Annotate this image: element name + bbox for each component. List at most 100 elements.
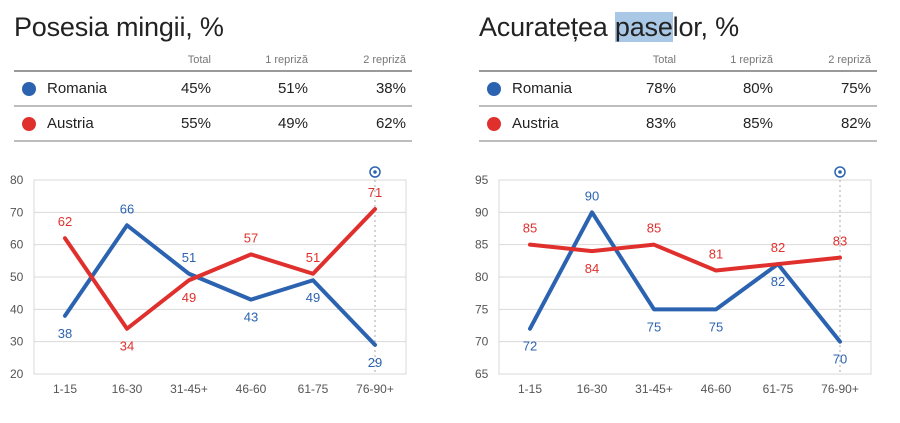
data-label: 70 bbox=[833, 352, 847, 367]
team-name: Austria bbox=[512, 115, 559, 132]
y-tick-label: 20 bbox=[10, 367, 24, 381]
value-half1: 49% bbox=[277, 115, 308, 132]
x-tick-label: 76-90+ bbox=[821, 382, 859, 396]
possession-stats-table: Total 1 repriză 2 repriză Romania 45% 51… bbox=[14, 50, 412, 142]
data-label: 85 bbox=[523, 221, 537, 236]
x-tick-label: 31-45+ bbox=[170, 382, 208, 396]
y-tick-label: 70 bbox=[10, 205, 24, 219]
value-half1: 51% bbox=[277, 80, 308, 97]
stats-header-row: Total 1 repriză 2 repriză bbox=[14, 50, 412, 72]
data-label: 34 bbox=[120, 339, 134, 354]
data-label: 57 bbox=[244, 230, 258, 245]
plot-border bbox=[498, 179, 872, 375]
x-tick-label: 1-15 bbox=[518, 382, 542, 396]
x-tick-label: 16-30 bbox=[577, 382, 608, 396]
y-tick-label: 70 bbox=[475, 335, 489, 349]
pass-accuracy-panel: Acuratețea paselor, % Total 1 repriză 2 … bbox=[475, 0, 899, 423]
y-tick-label: 40 bbox=[10, 302, 24, 316]
data-label: 51 bbox=[306, 250, 320, 265]
series-line-austria bbox=[528, 242, 842, 273]
data-label: 66 bbox=[120, 201, 134, 216]
data-label: 82 bbox=[771, 240, 785, 255]
value-half2: 75% bbox=[840, 80, 871, 97]
data-label: 75 bbox=[709, 319, 723, 334]
data-label: 84 bbox=[585, 261, 599, 276]
header-half2: 2 repriză bbox=[363, 54, 406, 66]
value-half2: 38% bbox=[375, 80, 406, 97]
stats-header-row: Total 1 repriză 2 repriză bbox=[479, 50, 877, 72]
data-label: 51 bbox=[182, 250, 196, 265]
table-row-austria: Austria 55% 49% 62% bbox=[14, 107, 412, 142]
possession-panel: Posesia mingii, % Total 1 repriză 2 repr… bbox=[10, 0, 434, 423]
value-half1: 85% bbox=[742, 115, 773, 132]
data-label: 83 bbox=[833, 234, 847, 249]
data-label: 85 bbox=[647, 221, 661, 236]
data-label: 75 bbox=[647, 319, 661, 334]
title-part: Acuratețea bbox=[479, 12, 615, 42]
data-label: 90 bbox=[585, 188, 599, 203]
value-half2: 82% bbox=[840, 115, 871, 132]
x-tick-label: 31-45+ bbox=[635, 382, 673, 396]
pass-accuracy-stats-table: Total 1 repriză 2 repriză Romania 78% 80… bbox=[479, 50, 877, 142]
y-tick-label: 85 bbox=[475, 238, 489, 252]
data-label: 82 bbox=[771, 274, 785, 289]
x-tick-label: 1-15 bbox=[53, 382, 77, 396]
x-tick-label: 46-60 bbox=[701, 382, 732, 396]
value-half1: 80% bbox=[742, 80, 773, 97]
y-tick-label: 65 bbox=[475, 367, 489, 381]
x-tick-label: 61-75 bbox=[298, 382, 329, 396]
table-row-austria: Austria 83% 85% 82% bbox=[479, 107, 877, 142]
data-label: 71 bbox=[368, 185, 382, 200]
y-tick-label: 80 bbox=[475, 270, 489, 284]
header-total: Total bbox=[652, 54, 676, 66]
x-tick-label: 76-90+ bbox=[356, 382, 394, 396]
data-label: 62 bbox=[58, 214, 72, 229]
header-half1: 1 repriză bbox=[265, 54, 308, 66]
panel-title: Posesia mingii, % bbox=[14, 12, 224, 42]
data-label: 38 bbox=[58, 326, 72, 341]
romania-legend-dot bbox=[22, 82, 36, 96]
x-tick-label: 61-75 bbox=[763, 382, 794, 396]
team-name: Austria bbox=[47, 115, 94, 132]
series-line-austria bbox=[63, 207, 377, 331]
x-tick-label: 46-60 bbox=[236, 382, 267, 396]
data-label: 81 bbox=[709, 247, 723, 262]
data-label: 43 bbox=[244, 310, 258, 325]
x-tick-label: 16-30 bbox=[112, 382, 143, 396]
header-half2: 2 repriză bbox=[828, 54, 871, 66]
team-name: Romania bbox=[47, 80, 108, 97]
data-label: 49 bbox=[306, 290, 320, 305]
panel-title: Acuratețea paselor, % bbox=[479, 12, 739, 43]
series-line-romania bbox=[528, 210, 842, 344]
data-label: 49 bbox=[182, 290, 196, 305]
table-row-romania: Romania 45% 51% 38% bbox=[14, 72, 412, 107]
series-line-romania bbox=[63, 223, 377, 347]
soccer-ball-icon-center bbox=[838, 170, 842, 174]
table-row-romania: Romania 78% 80% 75% bbox=[479, 72, 877, 107]
austria-legend-dot bbox=[487, 117, 501, 131]
value-half2: 62% bbox=[375, 115, 406, 132]
data-label: 29 bbox=[368, 355, 382, 370]
value-total: 78% bbox=[645, 80, 676, 97]
value-total: 83% bbox=[645, 115, 676, 132]
possession-line-chart: 20 30 40 50 60 70 80 1-15 16-30 31-45+ 46-60 61-75 7… bbox=[10, 166, 407, 396]
y-tick-label: 75 bbox=[475, 302, 489, 316]
team-name: Romania bbox=[512, 80, 573, 97]
title-highlight: pase bbox=[614, 12, 673, 42]
y-tick-label: 90 bbox=[475, 205, 489, 219]
title-part: lor, % bbox=[672, 12, 740, 42]
y-tick-label: 95 bbox=[475, 173, 489, 187]
value-total: 55% bbox=[180, 115, 211, 132]
y-tick-label: 60 bbox=[10, 238, 24, 252]
romania-legend-dot bbox=[487, 82, 501, 96]
y-tick-label: 50 bbox=[10, 270, 24, 284]
header-total: Total bbox=[187, 54, 211, 66]
y-tick-label: 80 bbox=[10, 173, 24, 187]
pass-accuracy-line-chart: 65 70 75 80 85 90 95 1-15 16-30 31-45+ 46-60 61-75 7… bbox=[475, 166, 872, 396]
value-total: 45% bbox=[180, 80, 211, 97]
austria-legend-dot bbox=[22, 117, 36, 131]
soccer-ball-icon-center bbox=[373, 170, 377, 174]
data-label: 72 bbox=[523, 339, 537, 354]
y-tick-label: 30 bbox=[10, 335, 24, 349]
header-half1: 1 repriză bbox=[730, 54, 773, 66]
